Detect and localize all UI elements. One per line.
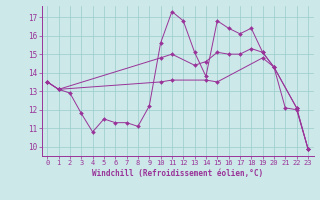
X-axis label: Windchill (Refroidissement éolien,°C): Windchill (Refroidissement éolien,°C) [92,169,263,178]
